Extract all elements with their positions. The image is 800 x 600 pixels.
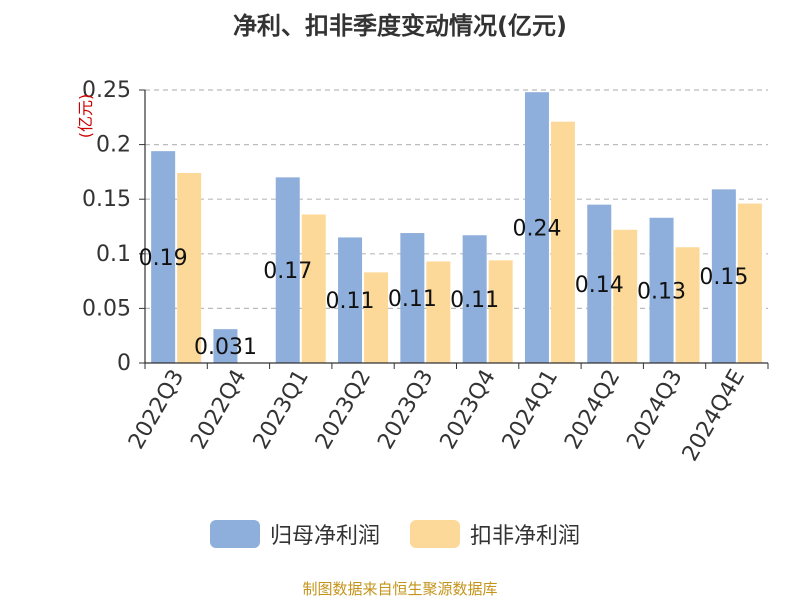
bar-2-2023Q4 bbox=[488, 260, 513, 363]
bar-1-2023Q2 bbox=[338, 237, 363, 363]
bar-1-2024Q3 bbox=[649, 217, 674, 363]
y-tick-label-0: 0 bbox=[117, 351, 131, 376]
data-label-2023Q1: 0.17 bbox=[263, 259, 312, 284]
x-tick-label-2024Q2: 2024Q2 bbox=[560, 366, 625, 454]
x-tick-label-2022Q3: 2022Q3 bbox=[124, 366, 189, 454]
legend-item-series-1[interactable]: 归母净利润 bbox=[210, 518, 380, 550]
chart-title: 净利、扣非季度变动情况(亿元) bbox=[233, 12, 567, 40]
bar-1-2023Q3 bbox=[400, 233, 425, 363]
x-tick-label-2022Q4: 2022Q4 bbox=[186, 366, 251, 454]
data-label-2023Q2: 0.11 bbox=[326, 289, 375, 314]
legend-swatch-series-2 bbox=[410, 520, 460, 548]
legend-label-series-2: 扣非净利润 bbox=[470, 524, 581, 549]
y-tick-label-2: 0.1 bbox=[96, 242, 131, 267]
bar-1-2023Q1 bbox=[275, 177, 300, 363]
data-label-2024Q1: 0.24 bbox=[512, 217, 561, 242]
axes bbox=[139, 89, 769, 369]
legend-swatch-series-1 bbox=[210, 520, 260, 548]
bar-1-2023Q4 bbox=[462, 235, 487, 363]
x-tick-label-2023Q4: 2023Q4 bbox=[436, 366, 501, 454]
bar-2-2022Q3 bbox=[177, 172, 202, 363]
data-label-2022Q3: 0.19 bbox=[139, 246, 188, 271]
bar-1-2024Q1 bbox=[524, 92, 549, 364]
bar-1-2024Q2 bbox=[587, 204, 612, 363]
bar-chart: 00.050.10.150.20.252022Q32022Q42023Q1202… bbox=[76, 78, 769, 466]
x-tick-label-2023Q3: 2023Q3 bbox=[373, 365, 438, 453]
y-axis-label: (亿元) bbox=[76, 94, 95, 139]
bar-1-2022Q4 bbox=[213, 329, 238, 363]
y-tick-label-4: 0.2 bbox=[96, 133, 131, 158]
data-label-2023Q4: 0.11 bbox=[450, 288, 499, 313]
legend-label-series-1: 归母净利润 bbox=[270, 524, 381, 549]
y-tick-label-3: 0.15 bbox=[82, 187, 131, 212]
bar-2-2023Q3 bbox=[426, 261, 451, 363]
data-label-2024Q2: 0.14 bbox=[575, 273, 624, 298]
bar-2-2024Q4E bbox=[737, 203, 762, 363]
bar-2-2023Q1 bbox=[301, 214, 326, 363]
x-tick-label-2023Q2: 2023Q2 bbox=[311, 366, 376, 454]
x-tick-label-2023Q1: 2023Q1 bbox=[249, 366, 314, 454]
x-tick-label-2024Q3: 2024Q3 bbox=[622, 366, 687, 454]
legend-item-series-2[interactable]: 扣非净利润 bbox=[410, 518, 580, 550]
data-label-2022Q4: 0.031 bbox=[194, 335, 257, 360]
bar-2-2024Q2 bbox=[613, 229, 638, 363]
grid-lines bbox=[145, 89, 768, 309]
data-label-2024Q4E: 0.15 bbox=[699, 265, 748, 290]
bar-2-2023Q2 bbox=[364, 272, 389, 363]
bar-2-2024Q3 bbox=[675, 247, 700, 363]
data-label-2024Q3: 0.13 bbox=[637, 279, 686, 304]
bar-1-2024Q4E bbox=[711, 189, 736, 363]
data-label-2023Q3: 0.11 bbox=[388, 287, 437, 312]
bar-1-2022Q3 bbox=[151, 151, 176, 363]
bars bbox=[151, 92, 762, 364]
y-tick-label-5: 0.25 bbox=[82, 78, 131, 103]
legend: 归母净利润 扣非净利润 bbox=[0, 518, 800, 554]
y-tick-label-1: 0.05 bbox=[82, 296, 131, 321]
x-tick-label-2024Q4E: 2024Q4E bbox=[678, 366, 750, 466]
x-tick-label-2024Q1: 2024Q1 bbox=[498, 366, 563, 454]
data-labels: 0.19 0.031 0.17 0.11 0.11 0.11 0.24 0.14 0.13 0.1… bbox=[139, 217, 749, 360]
footer-source: 制图数据来自恒生聚源数据库 bbox=[302, 580, 498, 598]
bar-2-2024Q1 bbox=[550, 121, 575, 363]
